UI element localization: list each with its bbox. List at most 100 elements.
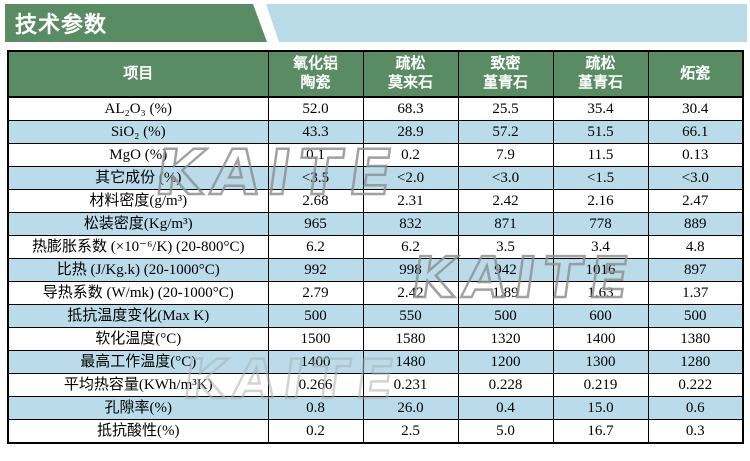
table-cell: 2.42 <box>362 281 459 305</box>
row-label: MgO (%) <box>7 143 269 167</box>
row-label: 平均热容量(KWh/m³K) <box>7 373 269 397</box>
table-row: 热膨胀系数 (×10⁻⁶/K) (20-800°C) 6.2 6.2 3.5 3.4 4.… <box>7 235 744 259</box>
table-cell: 1300 <box>552 350 649 374</box>
table-cell: 998 <box>362 258 459 282</box>
table-cell: <1.5 <box>552 166 649 190</box>
table-cell: 0.6 <box>647 396 744 420</box>
column-header-material-1: 氧化铝 陶瓷 <box>267 50 364 98</box>
table-header: 项目 氧化铝 陶瓷 疏松 莫来石 致密 堇青石 疏松 堇青石 炻瓷 <box>7 50 744 98</box>
table-cell: 0.3 <box>647 419 744 444</box>
table-cell: 1480 <box>362 350 459 374</box>
table-cell: 871 <box>457 212 554 236</box>
row-label: 松装密度(Kg/m³) <box>7 212 269 236</box>
table-cell: 1280 <box>647 350 744 374</box>
table-cell: 600 <box>552 304 649 328</box>
table-cell: 2.16 <box>552 189 649 213</box>
table-cell: 1.89 <box>457 281 554 305</box>
table-row: SiO₂ (%) 43.3 28.9 57.2 51.5 66.1 <box>7 120 744 144</box>
table-cell: 942 <box>457 258 554 282</box>
table-cell: 30.4 <box>647 96 744 121</box>
table-cell: <3.0 <box>457 166 554 190</box>
table-row: 其它成份 (%) <3.5 <2.0 <3.0 <1.5 <3.0 <box>7 166 744 190</box>
table-cell: 0.228 <box>457 373 554 397</box>
table-cell: 66.1 <box>647 120 744 144</box>
table-row: 最高工作温度(°C) 1400 1480 1200 1300 1280 <box>7 350 744 374</box>
table-cell: 832 <box>362 212 459 236</box>
table-row: 孔隙率(%) 0.8 26.0 0.4 15.0 0.6 <box>7 396 744 420</box>
table-cell: 1380 <box>647 327 744 351</box>
table-body: AL₂O₃ (%) 52.0 68.3 25.5 35.4 30.4 SiO₂ (%) 43.… <box>7 96 744 444</box>
table-cell: 6.2 <box>267 235 364 259</box>
table-cell: 0.1 <box>267 143 364 167</box>
table-cell: 11.5 <box>552 143 649 167</box>
table-row: 松装密度(Kg/m³) 965 832 871 778 889 <box>7 212 744 236</box>
table-cell: 1.63 <box>552 281 649 305</box>
table-cell: 0.2 <box>267 419 364 444</box>
row-label: 其它成份 (%) <box>7 166 269 190</box>
row-label: 软化温度(°C) <box>7 327 269 351</box>
table-cell: 6.2 <box>362 235 459 259</box>
row-label: 导热系数 (W/mk) (20-1000°C) <box>7 281 269 305</box>
column-header-material-5: 炻瓷 <box>647 50 744 98</box>
column-header-item: 项目 <box>7 50 269 98</box>
page-title: 技术参数 <box>15 12 108 37</box>
table-cell: <3.5 <box>267 166 364 190</box>
table-cell: 0.222 <box>647 373 744 397</box>
table-cell: 2.5 <box>362 419 459 444</box>
table-header-row: 项目 氧化铝 陶瓷 疏松 莫来石 致密 堇青石 疏松 堇青石 炻瓷 <box>7 50 744 98</box>
banner-accent-bar <box>266 4 747 42</box>
row-label: 比热 (J/Kg.k) (20-1000°C) <box>7 258 269 282</box>
table-cell: 0.231 <box>362 373 459 397</box>
table-cell: 0.13 <box>647 143 744 167</box>
table-cell: 2.47 <box>647 189 744 213</box>
row-label: 抵抗酸性(%) <box>7 419 269 444</box>
table-cell: 1400 <box>267 350 364 374</box>
table-cell: 25.5 <box>457 96 554 121</box>
table-cell: 2.79 <box>267 281 364 305</box>
row-label: SiO₂ (%) <box>7 120 269 144</box>
row-label: 孔隙率(%) <box>7 396 269 420</box>
table-cell: 992 <box>267 258 364 282</box>
table-cell: <2.0 <box>362 166 459 190</box>
banner-title-block: 技术参数 <box>5 4 267 42</box>
table-cell: 16.7 <box>552 419 649 444</box>
table-row: 平均热容量(KWh/m³K) 0.266 0.231 0.228 0.219 0.222 <box>7 373 744 397</box>
table-cell: 28.9 <box>362 120 459 144</box>
table-cell: 2.31 <box>362 189 459 213</box>
table-cell: 26.0 <box>362 396 459 420</box>
table-cell: 5.0 <box>457 419 554 444</box>
table-cell: 51.5 <box>552 120 649 144</box>
table-cell: 778 <box>552 212 649 236</box>
column-header-material-3: 致密 堇青石 <box>457 50 554 98</box>
table-cell: 35.4 <box>552 96 649 121</box>
table-row: 材料密度(g/m³) 2.68 2.31 2.42 2.16 2.47 <box>7 189 744 213</box>
table-cell: 0.266 <box>267 373 364 397</box>
row-label: 热膨胀系数 (×10⁻⁶/K) (20-800°C) <box>7 235 269 259</box>
table-cell: 2.42 <box>457 189 554 213</box>
column-header-material-2: 疏松 莫来石 <box>362 50 459 98</box>
table-row: 抵抗酸性(%) 0.2 2.5 5.0 16.7 0.3 <box>7 419 744 444</box>
table-row: MgO (%) 0.1 0.2 7.9 11.5 0.13 <box>7 143 744 167</box>
table-cell: 4.8 <box>647 235 744 259</box>
table-cell: 1.37 <box>647 281 744 305</box>
table-row: 导热系数 (W/mk) (20-1000°C) 2.79 2.42 1.89 1.63 1… <box>7 281 744 305</box>
row-label: 抵抗温度变化(Max K) <box>7 304 269 328</box>
table-cell: 1400 <box>552 327 649 351</box>
table-row: 抵抗温度变化(Max K) 500 550 500 600 500 <box>7 304 744 328</box>
table-cell: 1500 <box>267 327 364 351</box>
table-row: 软化温度(°C) 1500 1580 1320 1400 1380 <box>7 327 744 351</box>
table-cell: 68.3 <box>362 96 459 121</box>
technical-parameters-table: 项目 氧化铝 陶瓷 疏松 莫来石 致密 堇青石 疏松 堇青石 炻瓷 AL₂O₃ (%) 52… <box>7 50 744 444</box>
table-cell: 52.0 <box>267 96 364 121</box>
table-cell: 965 <box>267 212 364 236</box>
table-cell: 500 <box>267 304 364 328</box>
table-cell: 550 <box>362 304 459 328</box>
table-cell: 15.0 <box>552 396 649 420</box>
row-label: AL₂O₃ (%) <box>7 96 269 121</box>
table-cell: 897 <box>647 258 744 282</box>
table-cell: 1580 <box>362 327 459 351</box>
table-cell: 0.8 <box>267 396 364 420</box>
table-cell: 1016 <box>552 258 649 282</box>
table-cell: 3.5 <box>457 235 554 259</box>
